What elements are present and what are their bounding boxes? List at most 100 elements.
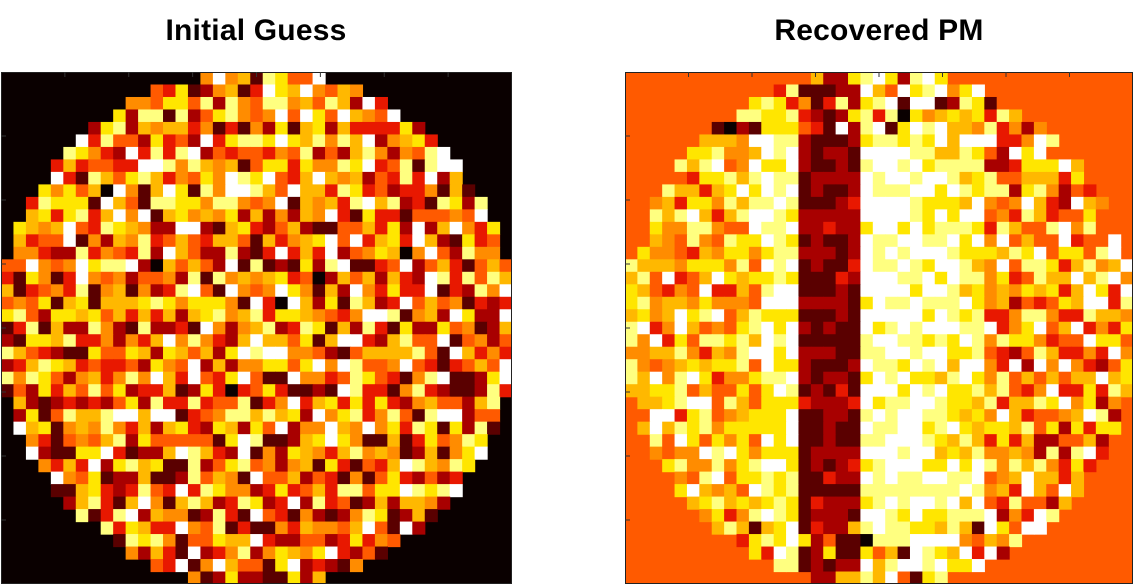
heatmap-cell	[860, 359, 874, 373]
heatmap-cell	[212, 146, 226, 161]
heatmap-cell	[187, 446, 202, 460]
heatmap-cell	[1095, 346, 1109, 360]
heatmap-cell	[225, 196, 239, 210]
heatmap-cell	[686, 346, 700, 360]
heatmap-cell	[1021, 296, 1035, 310]
heatmap-cell	[63, 409, 77, 423]
heatmap-cell	[225, 534, 239, 548]
heatmap-cell	[959, 509, 973, 523]
heatmap-cell	[872, 196, 886, 210]
heatmap-cell	[337, 459, 351, 473]
heatmap-cell	[984, 546, 998, 560]
heatmap-cell	[971, 159, 985, 173]
heatmap-cell	[959, 396, 973, 410]
heatmap-cell	[662, 209, 676, 223]
heatmap-cell	[996, 309, 1010, 323]
heatmap-cell	[150, 346, 164, 360]
heatmap-cell	[1083, 271, 1097, 285]
heatmap-cell	[163, 146, 177, 161]
heatmap-cell	[125, 421, 139, 435]
heatmap-cell	[1033, 459, 1047, 473]
heatmap-cell	[399, 134, 413, 148]
heatmap-cell	[711, 221, 725, 235]
heatmap-cell	[113, 396, 127, 410]
heatmap-cell	[125, 309, 139, 323]
heatmap-cell	[984, 384, 998, 398]
heatmap-cell	[437, 346, 451, 360]
heatmap-cell	[63, 296, 77, 310]
heatmap-cell	[711, 259, 725, 273]
heatmap-cell	[362, 434, 376, 448]
heatmap-cell	[885, 309, 899, 323]
heatmap-cell	[798, 109, 812, 123]
heatmap-cell	[761, 371, 775, 385]
heatmap-cell	[686, 234, 700, 248]
heatmap-cell	[337, 546, 351, 560]
heatmap-cell	[187, 359, 202, 373]
heatmap-cell	[325, 371, 339, 385]
heatmap-cell	[1009, 421, 1023, 435]
heatmap-cell	[349, 84, 364, 98]
heatmap-cell	[1120, 321, 1133, 335]
heatmap-cell	[909, 134, 923, 148]
heatmap-cell	[25, 234, 39, 248]
heatmap-cell	[1095, 259, 1109, 273]
heatmap-cell	[761, 334, 775, 348]
heatmap-cell	[1071, 221, 1085, 235]
heatmap-cell	[984, 396, 998, 410]
heatmap-cell	[462, 246, 476, 260]
heatmap-cell	[885, 171, 899, 185]
heatmap-cell	[1021, 509, 1035, 523]
heatmap-cell	[237, 271, 251, 285]
heatmap-cell	[175, 434, 189, 448]
heatmap-cell	[860, 384, 874, 398]
heatmap-cell	[275, 121, 289, 136]
heatmap-cell	[959, 209, 973, 223]
heatmap-cell	[724, 184, 738, 198]
heatmap-cell	[287, 184, 301, 198]
heatmap-cell	[724, 334, 738, 348]
heatmap-cell	[250, 84, 264, 98]
heatmap-cell	[810, 521, 824, 535]
heatmap-cell	[187, 209, 202, 223]
heatmap-cell	[287, 284, 301, 298]
heatmap-cell	[909, 459, 923, 473]
heatmap-cell	[674, 171, 688, 185]
heatmap-cell	[374, 496, 388, 510]
heatmap-cell	[187, 72, 202, 86]
heatmap-cell	[835, 284, 849, 298]
heatmap-cell	[1009, 109, 1023, 123]
heatmap-cell	[499, 309, 512, 323]
heatmap-cell	[748, 334, 762, 348]
heatmap-cell	[449, 246, 463, 260]
heatmap-cell	[212, 171, 226, 185]
heatmap-cell	[462, 359, 476, 373]
heatmap-cell	[1021, 196, 1035, 210]
heatmap-cell	[934, 296, 948, 310]
heatmap-cell	[88, 184, 102, 198]
heatmap-cell	[984, 184, 998, 198]
heatmap-cell	[860, 509, 874, 523]
heatmap-cell	[374, 371, 388, 385]
heatmap-cell	[163, 521, 177, 535]
heatmap-cell	[959, 546, 973, 560]
heatmap-cell	[761, 446, 775, 460]
heatmap-cell	[860, 146, 874, 161]
heatmap-cell	[387, 159, 401, 173]
heatmap-cell	[75, 496, 89, 510]
heatmap-cell	[848, 384, 862, 398]
heatmap-cell	[100, 121, 114, 136]
heatmap-cell	[947, 134, 961, 148]
heatmap-cell	[437, 259, 451, 273]
heatmap-cell	[337, 371, 351, 385]
heatmap-cell	[262, 259, 276, 273]
heatmap-cell	[474, 371, 488, 385]
heatmap-cell	[1021, 409, 1035, 423]
heatmap-cell	[860, 72, 874, 86]
heatmap-cell	[996, 434, 1010, 448]
heatmap-cell	[1058, 196, 1072, 210]
heatmap-cell	[325, 221, 339, 235]
heatmap-cell	[437, 221, 451, 235]
heatmap-cell	[150, 259, 164, 273]
heatmap-cell	[1083, 334, 1097, 348]
